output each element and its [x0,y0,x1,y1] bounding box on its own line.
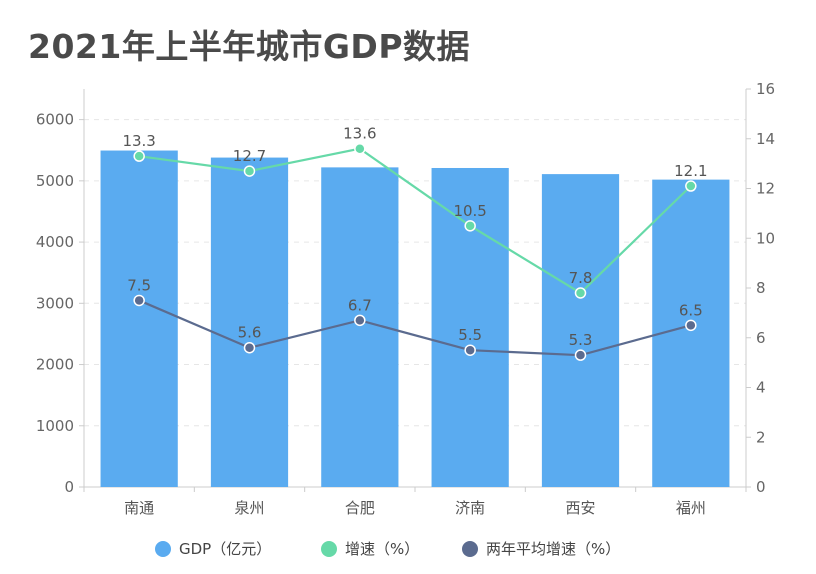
chart-title: 2021年上半年城市GDP数据 [28,27,471,66]
data-label: 6.5 [679,301,703,319]
legend-label: 增速（%） [345,540,419,558]
y-right-tick-label: 16 [756,80,775,98]
growth-point [354,142,366,155]
growth-point [243,165,256,177]
data-label: 12.7 [233,147,266,165]
bar [210,157,289,487]
avg-growth-point [464,344,476,356]
y-right-tick-label: 0 [756,478,766,496]
y-left-tick-label: 1000 [36,417,74,435]
y-right-tick-label: 6 [756,329,766,347]
avg-growth-line [138,299,692,357]
data-label: 12.1 [674,162,707,180]
data-label: 7.8 [569,269,593,287]
growth-line [139,147,692,295]
avg-growth-point [243,341,256,354]
avg-growth-point [133,294,145,307]
y-left-tick-label: 5000 [36,172,74,190]
y-left-tick-label: 4000 [36,233,74,251]
data-label: 7.5 [127,276,151,294]
x-tick-label: 福州 [676,499,706,517]
data-label: 5.3 [569,331,593,349]
bar [541,174,620,487]
legend-marker [462,541,478,557]
growth-point [464,220,476,232]
x-tick-label: 合肥 [345,499,375,517]
y-right-tick-label: 4 [756,379,766,397]
legend-label: 两年平均增速（%） [486,540,620,558]
y-right-tick-label: 2 [756,428,766,446]
growth-point [133,150,145,162]
data-label: 5.5 [458,326,482,344]
growth-point [685,180,697,192]
y-left-tick-label: 3000 [36,294,74,312]
legend-label: GDP（亿元） [179,540,271,558]
x-tick-label: 南通 [124,499,154,517]
y-right-tick-label: 14 [756,130,775,148]
y-left-tick-label: 6000 [36,111,74,129]
y-right-tick-label: 8 [756,279,766,297]
avg-growth-point [574,349,587,361]
y-left-tick-label: 0 [64,478,74,496]
legend-marker [321,541,337,557]
bar [100,150,178,487]
x-tick-label: 西安 [565,499,595,517]
x-tick-label: 济南 [455,499,485,517]
data-label: 5.6 [238,324,262,342]
data-label: 13.6 [343,125,376,143]
legend-marker [155,541,171,557]
y-right-tick-label: 12 [756,180,775,198]
data-label: 10.5 [453,202,486,220]
growth-point [574,287,587,299]
y-left-tick-label: 2000 [36,356,74,374]
avg-growth-point [685,319,697,332]
avg-growth-point [354,314,366,327]
x-tick-label: 泉州 [234,499,264,517]
y-right-tick-label: 10 [756,229,775,247]
data-label: 6.7 [348,296,372,314]
data-label: 13.3 [122,132,155,150]
